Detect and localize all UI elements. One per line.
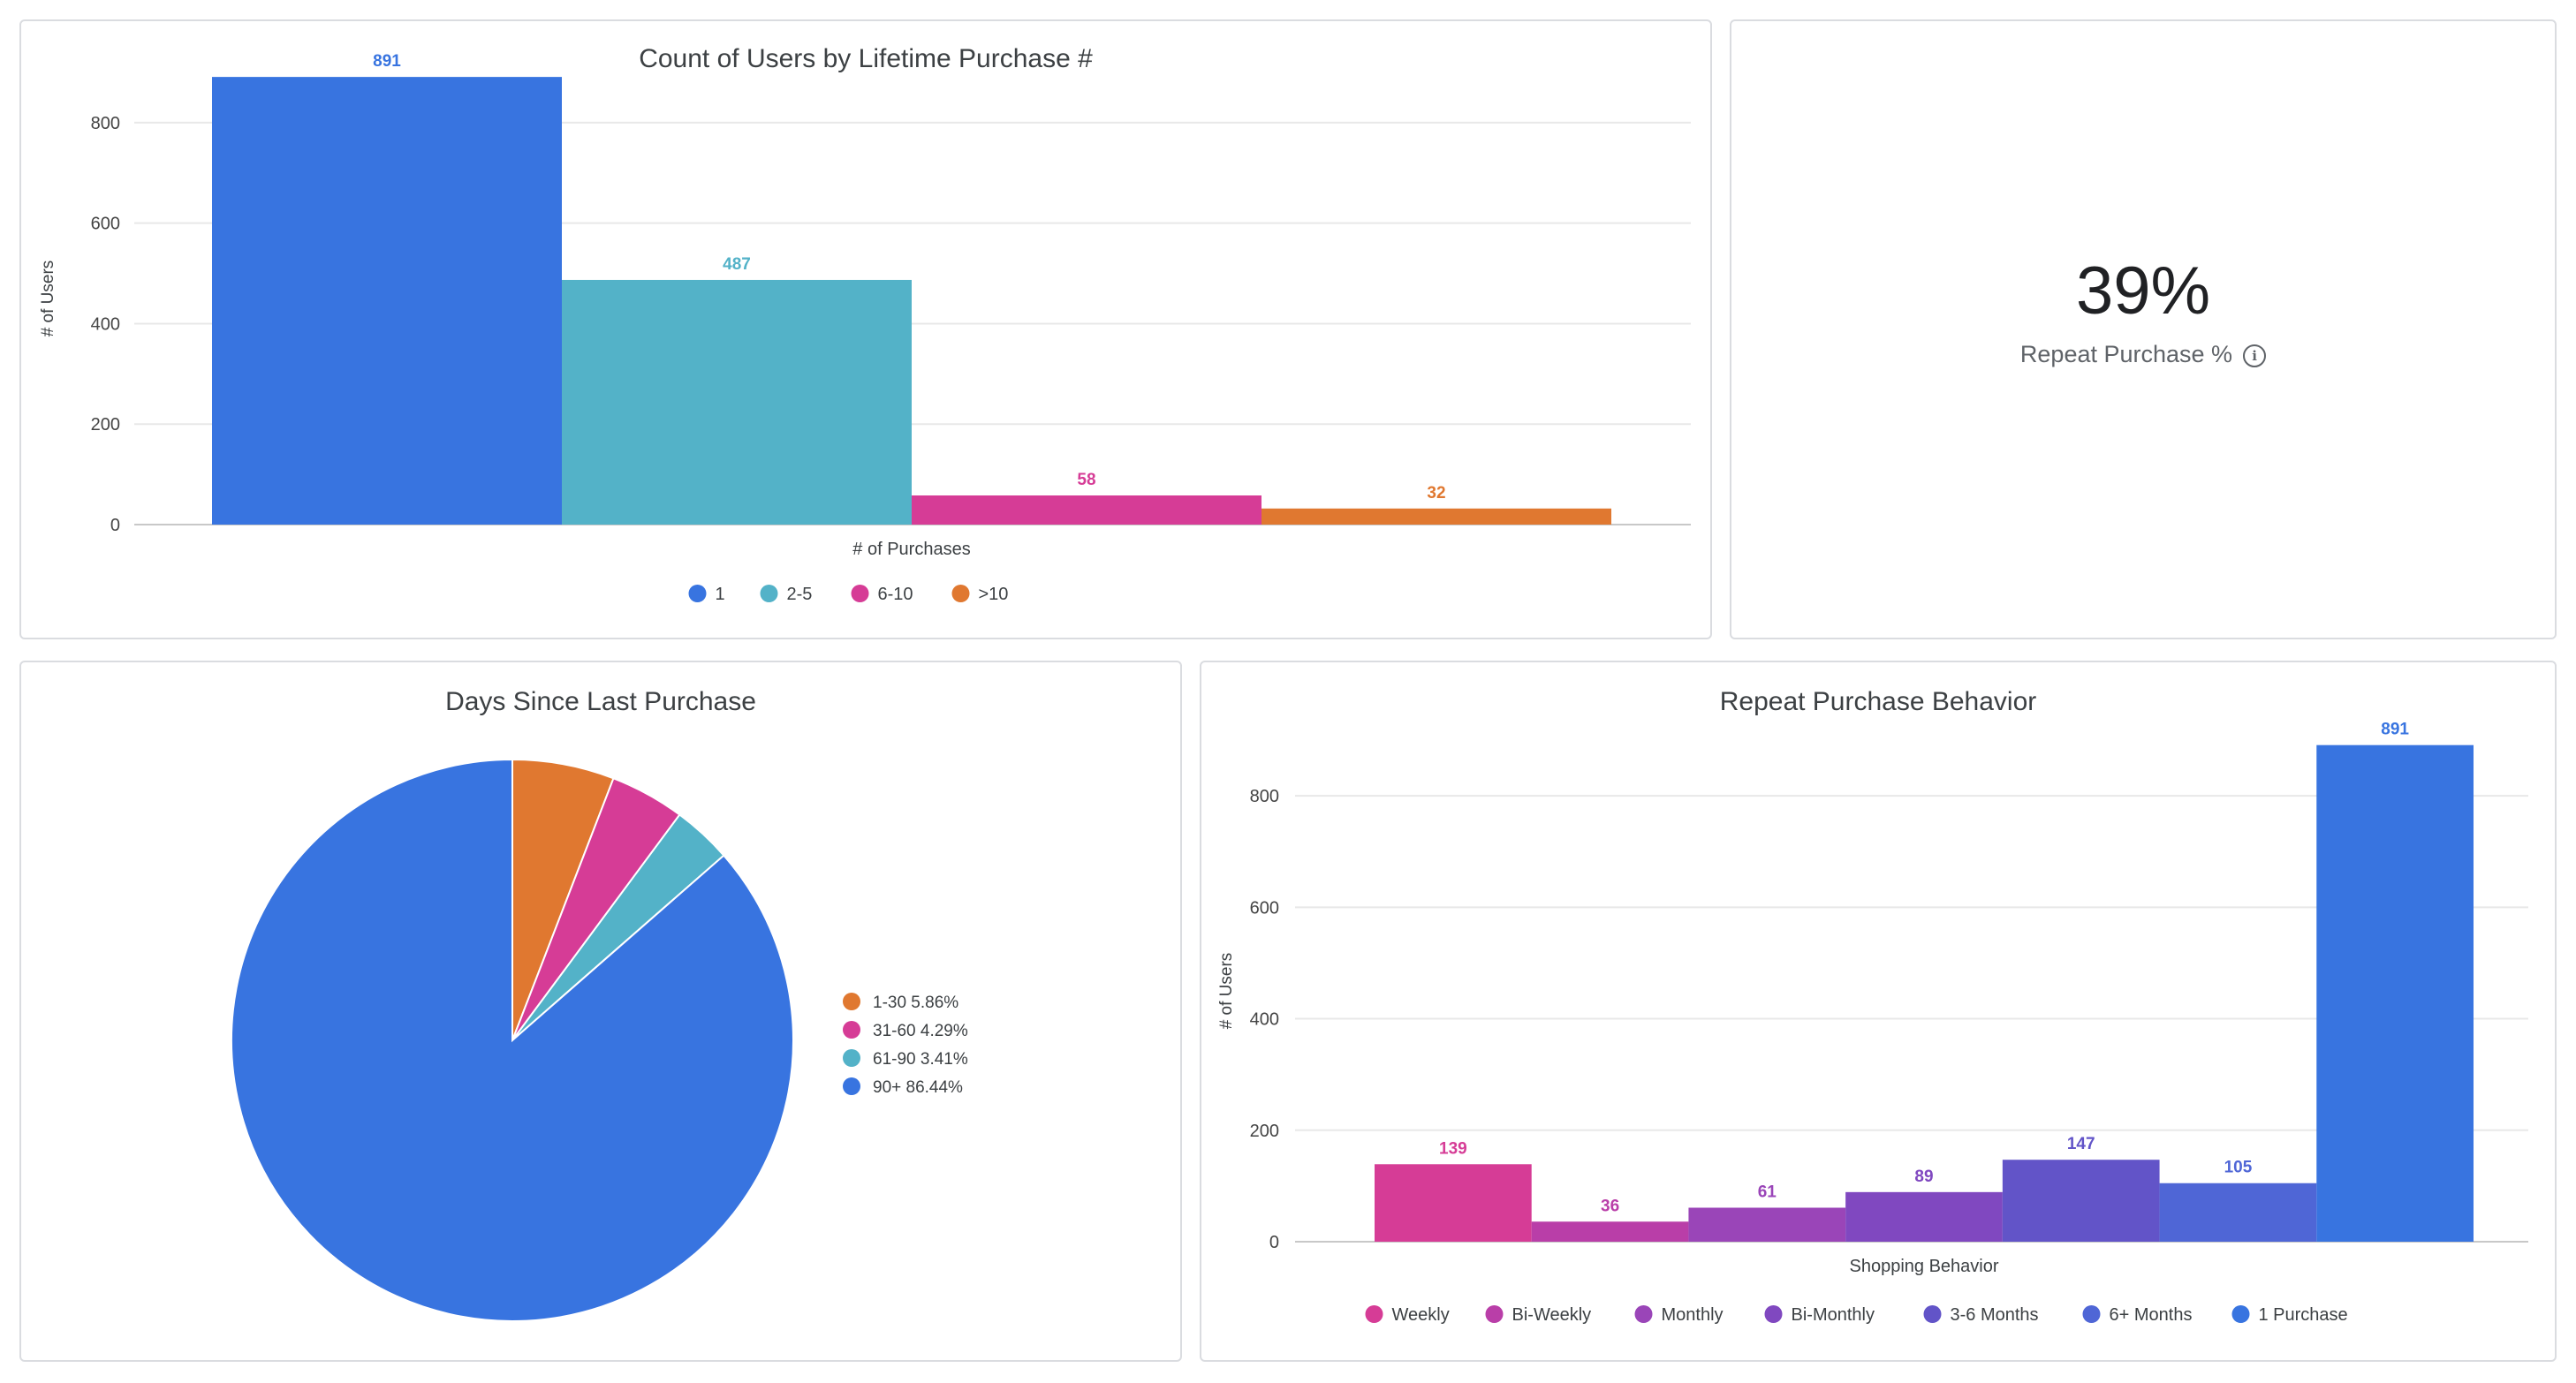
bar-1 Purchase xyxy=(2316,744,2474,1242)
data-label: 891 xyxy=(373,52,401,71)
legend-label: Monthly xyxy=(1662,1305,1724,1325)
y-tick-label: 0 xyxy=(1269,1233,1279,1252)
y-tick-label: 200 xyxy=(1250,1122,1279,1141)
legend-label: 1 Purchase xyxy=(2259,1305,2348,1325)
legend-marker xyxy=(951,585,970,602)
legend-label: 1-30 5.86% xyxy=(873,994,958,1012)
pie-slice-90+ xyxy=(231,758,794,1322)
legend-marker xyxy=(843,1021,860,1039)
chart-title: Count of Users by Lifetime Purchase # xyxy=(639,44,1093,73)
chart-title: Repeat Purchase Behavior xyxy=(1720,687,2037,716)
bar-3-6 Months xyxy=(2002,1160,2160,1242)
legend-marker xyxy=(843,1077,860,1095)
y-tick-label: 800 xyxy=(1250,787,1279,806)
bar-Bi-Monthly xyxy=(1845,1191,2003,1242)
y-tick-label: 600 xyxy=(1250,898,1279,918)
y-tick-label: 400 xyxy=(91,314,120,334)
bar->10 xyxy=(1261,508,1611,525)
y-tick-label: 800 xyxy=(91,114,120,133)
legend-label: 6+ Months xyxy=(2110,1305,2193,1325)
legend-marker xyxy=(1485,1305,1504,1323)
legend-marker xyxy=(1365,1305,1383,1323)
legend-marker xyxy=(1923,1305,1942,1323)
legend-label: 2-5 xyxy=(787,585,813,604)
legend-marker xyxy=(760,585,778,602)
legend-label: >10 xyxy=(979,585,1009,604)
y-tick-label: 600 xyxy=(91,215,120,234)
legend-marker xyxy=(2231,1305,2250,1323)
legend-marker xyxy=(1634,1305,1653,1323)
legend-label: 6-10 xyxy=(878,585,913,604)
y-axis-label: # of Users xyxy=(39,261,57,337)
chart-title: Days Since Last Purchase xyxy=(445,687,756,716)
y-axis-label: # of Users xyxy=(1217,953,1236,1030)
repeat-purchase-kpi-card: 39% Repeat Purchase % i xyxy=(1730,19,2557,639)
days-since-purchase-chart-card: Days Since Last Purchase 1-30 5.86% 31-60 … xyxy=(19,661,1182,1362)
days-since-purchase-chart: Days Since Last Purchase 1-30 5.86% 31-60 … xyxy=(231,687,968,1322)
legend-label: 61-90 3.41% xyxy=(873,1050,968,1069)
bar-6-10 xyxy=(912,495,1261,525)
x-axis-label: # of Purchases xyxy=(852,540,970,559)
repeat-purchase-behavior-chart-card: Repeat Purchase Behavior 0 200 400 600 800 139… xyxy=(1200,661,2557,1362)
legend-marker xyxy=(851,585,869,602)
kpi-label-row: Repeat Purchase % i xyxy=(1731,341,2555,368)
data-label: 139 xyxy=(1439,1139,1467,1158)
bar-6+ Months xyxy=(2159,1183,2317,1242)
repeat-purchase-behavior-chart: Repeat Purchase Behavior 0 200 400 600 800 139… xyxy=(1217,687,2528,1325)
lifetime-purchase-chart-card: Count of Users by Lifetime Purchase # 0 20… xyxy=(19,19,1712,639)
data-label: 61 xyxy=(1758,1183,1777,1202)
bar-Weekly xyxy=(1375,1164,1532,1242)
bar-Monthly xyxy=(1688,1207,1846,1242)
data-label: 147 xyxy=(2067,1135,2095,1153)
lifetime-purchase-chart: Count of Users by Lifetime Purchase # 0 20… xyxy=(39,44,1691,604)
legend-marker xyxy=(2082,1305,2101,1323)
legend-label: 31-60 4.29% xyxy=(873,1022,968,1040)
y-tick-label: 400 xyxy=(1250,1010,1279,1030)
y-tick-label: 0 xyxy=(110,516,120,535)
data-label: 89 xyxy=(1914,1168,1933,1186)
legend-label: Weekly xyxy=(1392,1305,1450,1325)
x-axis-label: Shopping Behavior xyxy=(1849,1257,1998,1276)
legend-label: 3-6 Months xyxy=(1951,1305,2039,1325)
bar-2-5 xyxy=(562,279,912,525)
data-label: 105 xyxy=(2224,1159,2253,1177)
data-label: 32 xyxy=(1427,484,1445,503)
data-label: 891 xyxy=(2381,721,2409,739)
info-circle-icon[interactable]: i xyxy=(2243,344,2267,367)
legend-marker xyxy=(843,1049,860,1067)
bar-Bi-Weekly xyxy=(1531,1221,1689,1242)
legend-label: Bi-Monthly xyxy=(1792,1305,1875,1325)
data-label: 36 xyxy=(1601,1197,1619,1215)
bar-1 xyxy=(212,77,562,525)
kpi-value: 39% xyxy=(2075,253,2211,329)
legend-marker xyxy=(1764,1305,1783,1323)
kpi-label: Repeat Purchase % xyxy=(2019,341,2233,367)
legend-label: Bi-Weekly xyxy=(1512,1305,1592,1325)
legend-label: 90+ 86.44% xyxy=(873,1078,963,1097)
y-tick-label: 200 xyxy=(91,415,120,435)
data-label: 58 xyxy=(1077,471,1095,489)
legend-marker xyxy=(688,585,707,602)
legend-marker xyxy=(843,993,860,1010)
data-label: 487 xyxy=(723,255,751,274)
legend-label: 1 xyxy=(716,585,725,604)
